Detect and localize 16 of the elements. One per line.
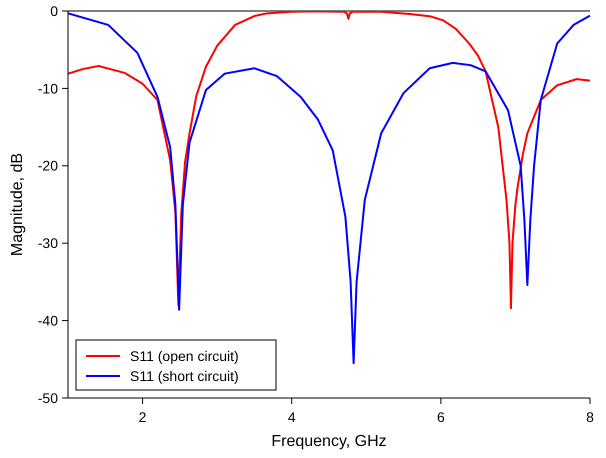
x-tick-label: 6	[436, 409, 445, 425]
x-tick-label: 2	[138, 409, 147, 425]
y-tick-label: -50	[38, 390, 58, 406]
legend-label: S11 (short circuit)	[130, 368, 239, 384]
y-tick-label: -20	[38, 158, 58, 174]
y-tick-label: -30	[38, 235, 58, 252]
y-tick-label: -10	[38, 80, 58, 96]
x-axis-title: Frequency, GHz	[271, 433, 387, 450]
line-series	[67, 12, 591, 364]
x-tick-label: 8	[586, 409, 594, 425]
y-tick-label: 0	[50, 2, 58, 19]
y-axis-title: Magnitude, dB	[9, 152, 26, 256]
x-tick-label: 4	[288, 409, 296, 425]
legend-label: S11 (open circuit)	[130, 348, 239, 364]
line-series	[67, 10, 591, 310]
y-tick-label: -40	[38, 312, 58, 328]
